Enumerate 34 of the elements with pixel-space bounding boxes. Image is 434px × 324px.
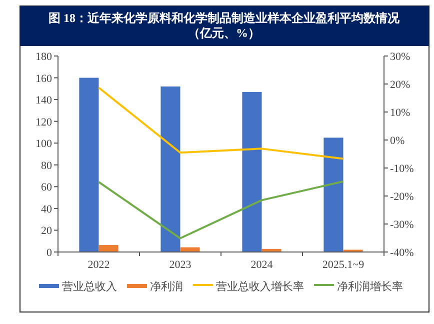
y-tick-label: 40 (41, 203, 52, 216)
x-tick-label: 2022 (88, 259, 110, 271)
legend-label: 营业总收入 (62, 280, 117, 293)
bar (160, 86, 180, 252)
y-tick-label: 120 (36, 116, 52, 128)
legend-label: 净利润 (150, 280, 183, 293)
bar (98, 245, 118, 252)
y2-tick-label: 10% (390, 107, 410, 119)
legend-label: 营业总收入增长率 (216, 280, 304, 293)
y-tick-label: 100 (36, 138, 52, 150)
y2-tick-label: 30% (390, 51, 410, 63)
x-tick-label: 2025.1~9 (322, 259, 365, 271)
y2-tick-label: -40% (390, 247, 414, 259)
x-tick-label: 2024 (250, 259, 274, 271)
y2-tick-label: 20% (390, 79, 410, 91)
y2-tick-label: 0% (390, 135, 405, 147)
line-series (98, 86, 344, 160)
y2-tick-label: -30% (390, 219, 414, 231)
y-tick-label: 140 (36, 94, 52, 107)
bar (324, 138, 344, 252)
y-tick-label: 180 (36, 51, 52, 63)
y-tick-label: 80 (41, 160, 52, 172)
bar (79, 78, 99, 252)
y-tick-label: 0 (46, 247, 52, 259)
chart-title: 图 18：近年来化学原料和化学制品制造业样本企业盈利平均数情况（亿元、%） (48, 11, 400, 40)
legend-label: 净利润增长率 (337, 280, 403, 293)
y-tick-label: 160 (36, 72, 52, 85)
y2-tick-label: -20% (390, 191, 414, 203)
line-series (98, 180, 344, 240)
y-tick-label: 60 (41, 182, 52, 194)
bar (242, 92, 262, 252)
y2-tick-label: -10% (390, 163, 414, 175)
y-tick-label: 20 (41, 225, 52, 238)
x-tick-label: 2023 (169, 259, 192, 271)
